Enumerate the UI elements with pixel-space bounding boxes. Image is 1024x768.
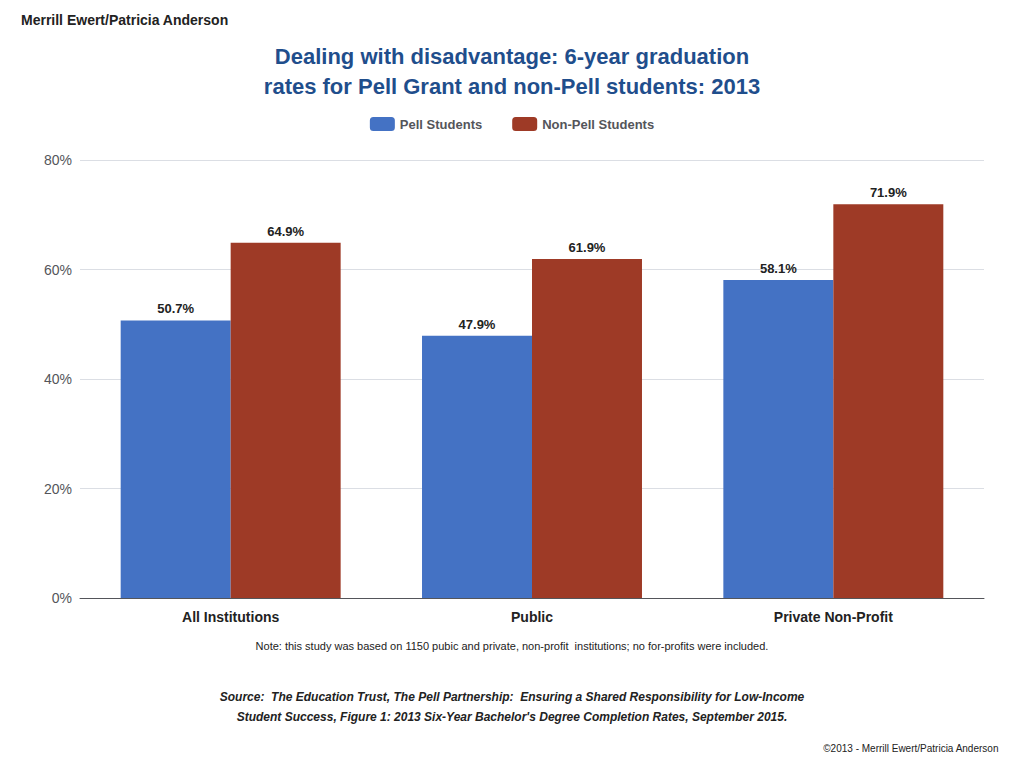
svg-text:All Institutions: All Institutions xyxy=(182,609,279,625)
svg-text:71.9%: 71.9% xyxy=(870,185,907,200)
svg-text:Public: Public xyxy=(511,609,553,625)
svg-text:40%: 40% xyxy=(44,371,72,387)
svg-text:80%: 80% xyxy=(44,152,72,168)
svg-text:Dealing with disadvantage: 6-y: Dealing with disadvantage: 6-year gradua… xyxy=(275,44,749,69)
svg-text:Source: The Education Trust,: Source: The Education Trust, The Pell Pa… xyxy=(220,690,805,704)
svg-text:64.9%: 64.9% xyxy=(267,224,304,239)
svg-text:Merrill Ewert/Patricia Anderso: Merrill Ewert/Patricia Anderson xyxy=(21,12,228,28)
svg-text:Non-Pell Students: Non-Pell Students xyxy=(542,117,654,132)
svg-text:Private Non-Profit: Private Non-Profit xyxy=(774,609,893,625)
svg-text:©2013 - Merrill Ewert/Patricia: ©2013 - Merrill Ewert/Patricia Anderson xyxy=(823,743,998,754)
svg-text:Pell Students: Pell Students xyxy=(400,117,482,132)
svg-text:0%: 0% xyxy=(52,590,72,606)
svg-text:Student Success, Figure 1: 201: Student Success, Figure 1: 2013 Six-Year… xyxy=(237,710,788,724)
svg-text:47.9%: 47.9% xyxy=(459,317,496,332)
svg-text:60%: 60% xyxy=(44,262,72,278)
svg-text:61.9%: 61.9% xyxy=(569,240,606,255)
svg-text:50.7%: 50.7% xyxy=(157,301,194,316)
svg-text:rates for Pell Grant and non-P: rates for Pell Grant and non-Pell studen… xyxy=(264,74,760,99)
svg-text:Note: this study was based on: Note: this study was based on 1150 pubic… xyxy=(256,640,769,652)
svg-text:20%: 20% xyxy=(44,481,72,497)
svg-text:58.1%: 58.1% xyxy=(760,261,797,276)
